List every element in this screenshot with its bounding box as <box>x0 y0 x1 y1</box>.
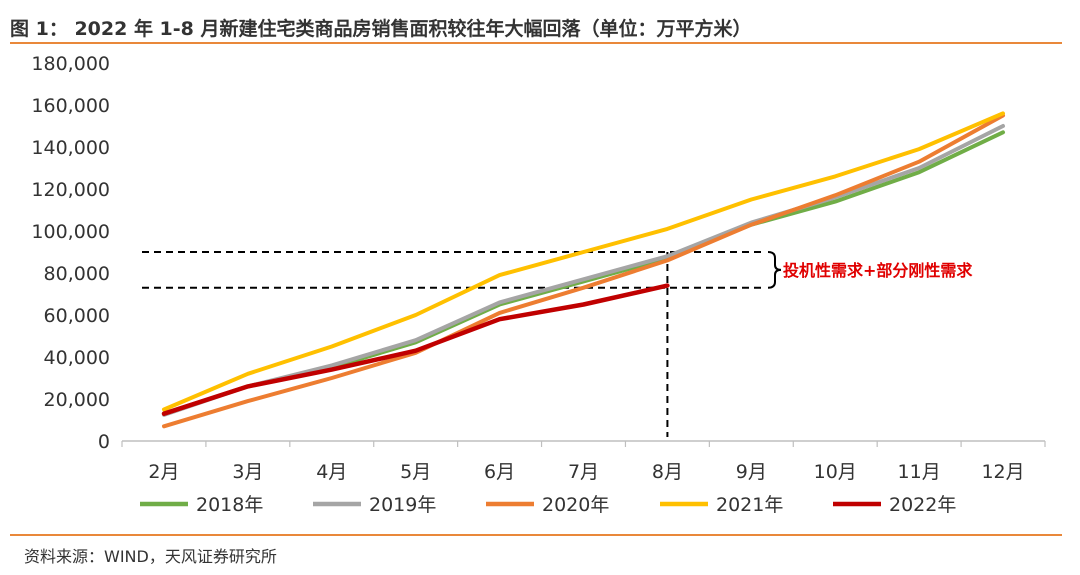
annotation-text: 投机性需求+部分刚性需求 <box>783 261 973 280</box>
x-tick-label: 6月 <box>484 461 515 483</box>
y-tick-label: 140,000 <box>31 137 110 159</box>
x-tick-label: 5月 <box>400 461 431 483</box>
series-line-2019 <box>162 124 1005 417</box>
x-tick-label: 12月 <box>981 461 1024 483</box>
title-rule <box>10 42 1062 44</box>
annotation-group: 投机性需求+部分刚性需求 <box>767 251 973 289</box>
y-tick-label: 20,000 <box>44 389 110 411</box>
series-line-2021 <box>162 111 1005 412</box>
y-tick-label: 60,000 <box>44 305 110 327</box>
page-title: 图 1： 2022 年 1-8 月新建住宅类商品房销售面积较往年大幅回落（单位：… <box>10 18 752 40</box>
legend-label-2022: 2022年 <box>889 494 956 516</box>
y-tick-label: 0 <box>98 431 110 453</box>
legend-label-2021: 2021年 <box>716 494 783 516</box>
series-line-2020 <box>162 113 1005 429</box>
x-tick-label: 7月 <box>568 461 599 483</box>
y-tick-label: 160,000 <box>31 95 110 117</box>
x-tick-label: 10月 <box>814 461 857 483</box>
y-tick-label: 180,000 <box>31 53 110 75</box>
x-tick-label: 2月 <box>148 461 179 483</box>
annotation-brace <box>767 251 782 289</box>
series-lines <box>161 111 1005 429</box>
y-tick-label: 40,000 <box>44 347 110 369</box>
reference-lines <box>142 251 762 437</box>
x-tick-label: 3月 <box>232 461 263 483</box>
chart-legend: 2018年 2019年 2020年 2021年 2022年 <box>140 494 956 516</box>
source-note: 资料来源：WIND，天风证券研究所 <box>24 547 277 566</box>
series-line-2022 <box>161 283 670 416</box>
chart-axes: 2月 3月 4月 5月 6月 7月 8月 9月 10月 11月 12月 0 20,000 40,000 60… <box>31 53 1046 483</box>
x-tick-label: 11月 <box>898 461 941 483</box>
y-tick-label: 120,000 <box>31 179 110 201</box>
legend-label-2019: 2019年 <box>369 494 436 516</box>
y-tick-label: 100,000 <box>31 221 110 243</box>
x-tick-label: 4月 <box>316 461 347 483</box>
x-tick-label: 9月 <box>736 461 767 483</box>
legend-label-2020: 2020年 <box>542 494 609 516</box>
x-tick-label: 8月 <box>652 461 683 483</box>
source-rule <box>10 534 1062 536</box>
legend-label-2018: 2018年 <box>196 494 263 516</box>
line-chart: 2月 3月 4月 5月 6月 7月 8月 9月 10月 11月 12月 0 20,000 40,000 60… <box>31 53 1046 516</box>
y-tick-label: 80,000 <box>44 263 110 285</box>
